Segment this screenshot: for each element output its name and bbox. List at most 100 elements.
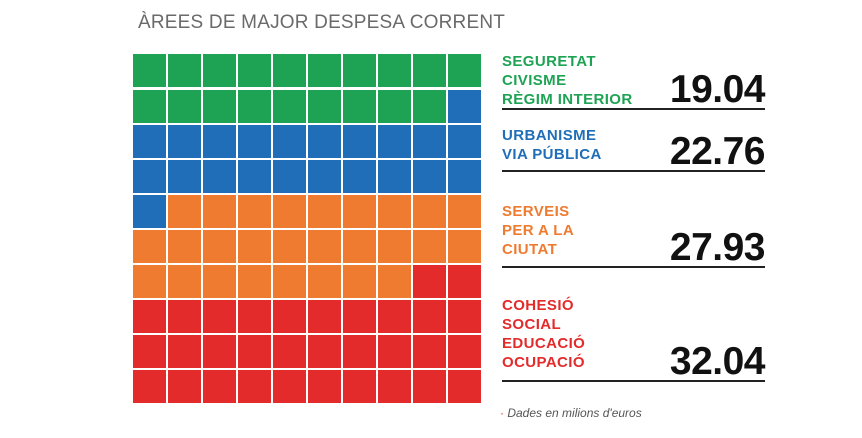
waffle-cell: [238, 335, 271, 368]
waffle-cell: [238, 230, 271, 263]
waffle-cell: [308, 265, 341, 298]
footnote: · Dades en milions d'euros: [500, 406, 642, 420]
waffle-cell: [203, 370, 236, 403]
waffle-cell: [413, 265, 446, 298]
waffle-cell: [378, 195, 411, 228]
waffle-cell: [203, 90, 236, 123]
waffle-cell: [378, 90, 411, 123]
footnote-text: Dades en milions d'euros: [507, 406, 642, 420]
waffle-cell: [343, 265, 376, 298]
legend-item-seguretat: SEGURETAT CIVISME RÈGIM INTERIOR 19.04: [502, 52, 766, 111]
waffle-cell: [448, 300, 481, 333]
waffle-cell: [308, 54, 341, 87]
waffle-cell: [168, 160, 201, 193]
waffle-cell: [203, 230, 236, 263]
waffle-cell: [448, 160, 481, 193]
waffle-cell: [133, 335, 166, 368]
waffle-cell: [413, 90, 446, 123]
waffle-cell: [203, 125, 236, 158]
waffle-cell: [273, 230, 306, 263]
waffle-cell: [238, 160, 271, 193]
waffle-cell: [413, 300, 446, 333]
waffle-cell: [168, 230, 201, 263]
waffle-cell: [133, 54, 166, 87]
waffle-cell: [273, 54, 306, 87]
legend-label: SERVEIS PER A LA CIUTAT: [502, 203, 575, 258]
waffle-cell: [448, 370, 481, 403]
waffle-cell: [413, 54, 446, 87]
waffle-cell: [133, 370, 166, 403]
waffle-cell: [133, 300, 166, 333]
legend-label: COHESIÓ SOCIAL EDUCACIÓ OCUPACIÓ: [502, 297, 586, 371]
waffle-cell: [168, 265, 201, 298]
waffle-cell: [378, 230, 411, 263]
legend-item-serveis: SERVEIS PER A LA CIUTAT 27.93: [502, 202, 766, 268]
waffle-cell: [238, 370, 271, 403]
waffle-cell: [413, 370, 446, 403]
waffle-cell: [378, 125, 411, 158]
waffle-cell: [343, 160, 376, 193]
waffle-cell: [133, 230, 166, 263]
waffle-cell: [413, 125, 446, 158]
waffle-cell: [343, 90, 376, 123]
waffle-cell: [308, 370, 341, 403]
legend-value: 32.04: [669, 340, 766, 383]
waffle-cell: [308, 195, 341, 228]
legend-value: 19.04: [669, 68, 766, 111]
waffle-cell: [343, 195, 376, 228]
waffle-cell: [448, 90, 481, 123]
waffle-cell: [168, 370, 201, 403]
waffle-cell: [413, 195, 446, 228]
waffle-cell: [133, 195, 166, 228]
waffle-cell: [168, 54, 201, 87]
legend-label: URBANISME VIA PÚBLICA: [502, 127, 602, 163]
waffle-cell: [168, 90, 201, 123]
waffle-cell: [308, 160, 341, 193]
waffle-cell: [448, 54, 481, 87]
waffle-cell: [203, 335, 236, 368]
waffle-cell: [378, 54, 411, 87]
waffle-cell: [238, 195, 271, 228]
waffle-cell: [343, 230, 376, 263]
footnote-marker: ·: [500, 406, 504, 420]
waffle-cell: [238, 265, 271, 298]
waffle-cell: [448, 230, 481, 263]
waffle-cell: [238, 300, 271, 333]
waffle-cell: [133, 265, 166, 298]
waffle-cell: [238, 54, 271, 87]
waffle-cell: [343, 54, 376, 87]
waffle-cell: [273, 125, 306, 158]
waffle-cell: [448, 265, 481, 298]
waffle-cell: [343, 300, 376, 333]
waffle-cell: [448, 195, 481, 228]
waffle-cell: [203, 160, 236, 193]
waffle-cell: [378, 335, 411, 368]
waffle-cell: [413, 335, 446, 368]
waffle-cell: [308, 230, 341, 263]
legend-item-cohesio: COHESIÓ SOCIAL EDUCACIÓ OCUPACIÓ 32.04: [502, 296, 766, 383]
waffle-cell: [273, 90, 306, 123]
waffle-cell: [308, 300, 341, 333]
waffle-cell: [168, 335, 201, 368]
waffle-cell: [273, 335, 306, 368]
waffle-cell: [308, 125, 341, 158]
waffle-cell: [343, 335, 376, 368]
waffle-cell: [133, 160, 166, 193]
waffle-cell: [448, 125, 481, 158]
waffle-cell: [203, 195, 236, 228]
waffle-cell: [238, 90, 271, 123]
waffle-cell: [168, 195, 201, 228]
waffle-cell: [343, 370, 376, 403]
waffle-cell: [273, 195, 306, 228]
waffle-cell: [448, 335, 481, 368]
waffle-cell: [203, 265, 236, 298]
waffle-cell: [133, 125, 166, 158]
legend-value: 22.76: [669, 130, 766, 173]
waffle-cell: [308, 90, 341, 123]
waffle-cell: [273, 300, 306, 333]
waffle-cell: [413, 230, 446, 263]
waffle-cell: [273, 160, 306, 193]
waffle-cell: [378, 300, 411, 333]
waffle-cell: [378, 370, 411, 403]
waffle-cell: [308, 335, 341, 368]
